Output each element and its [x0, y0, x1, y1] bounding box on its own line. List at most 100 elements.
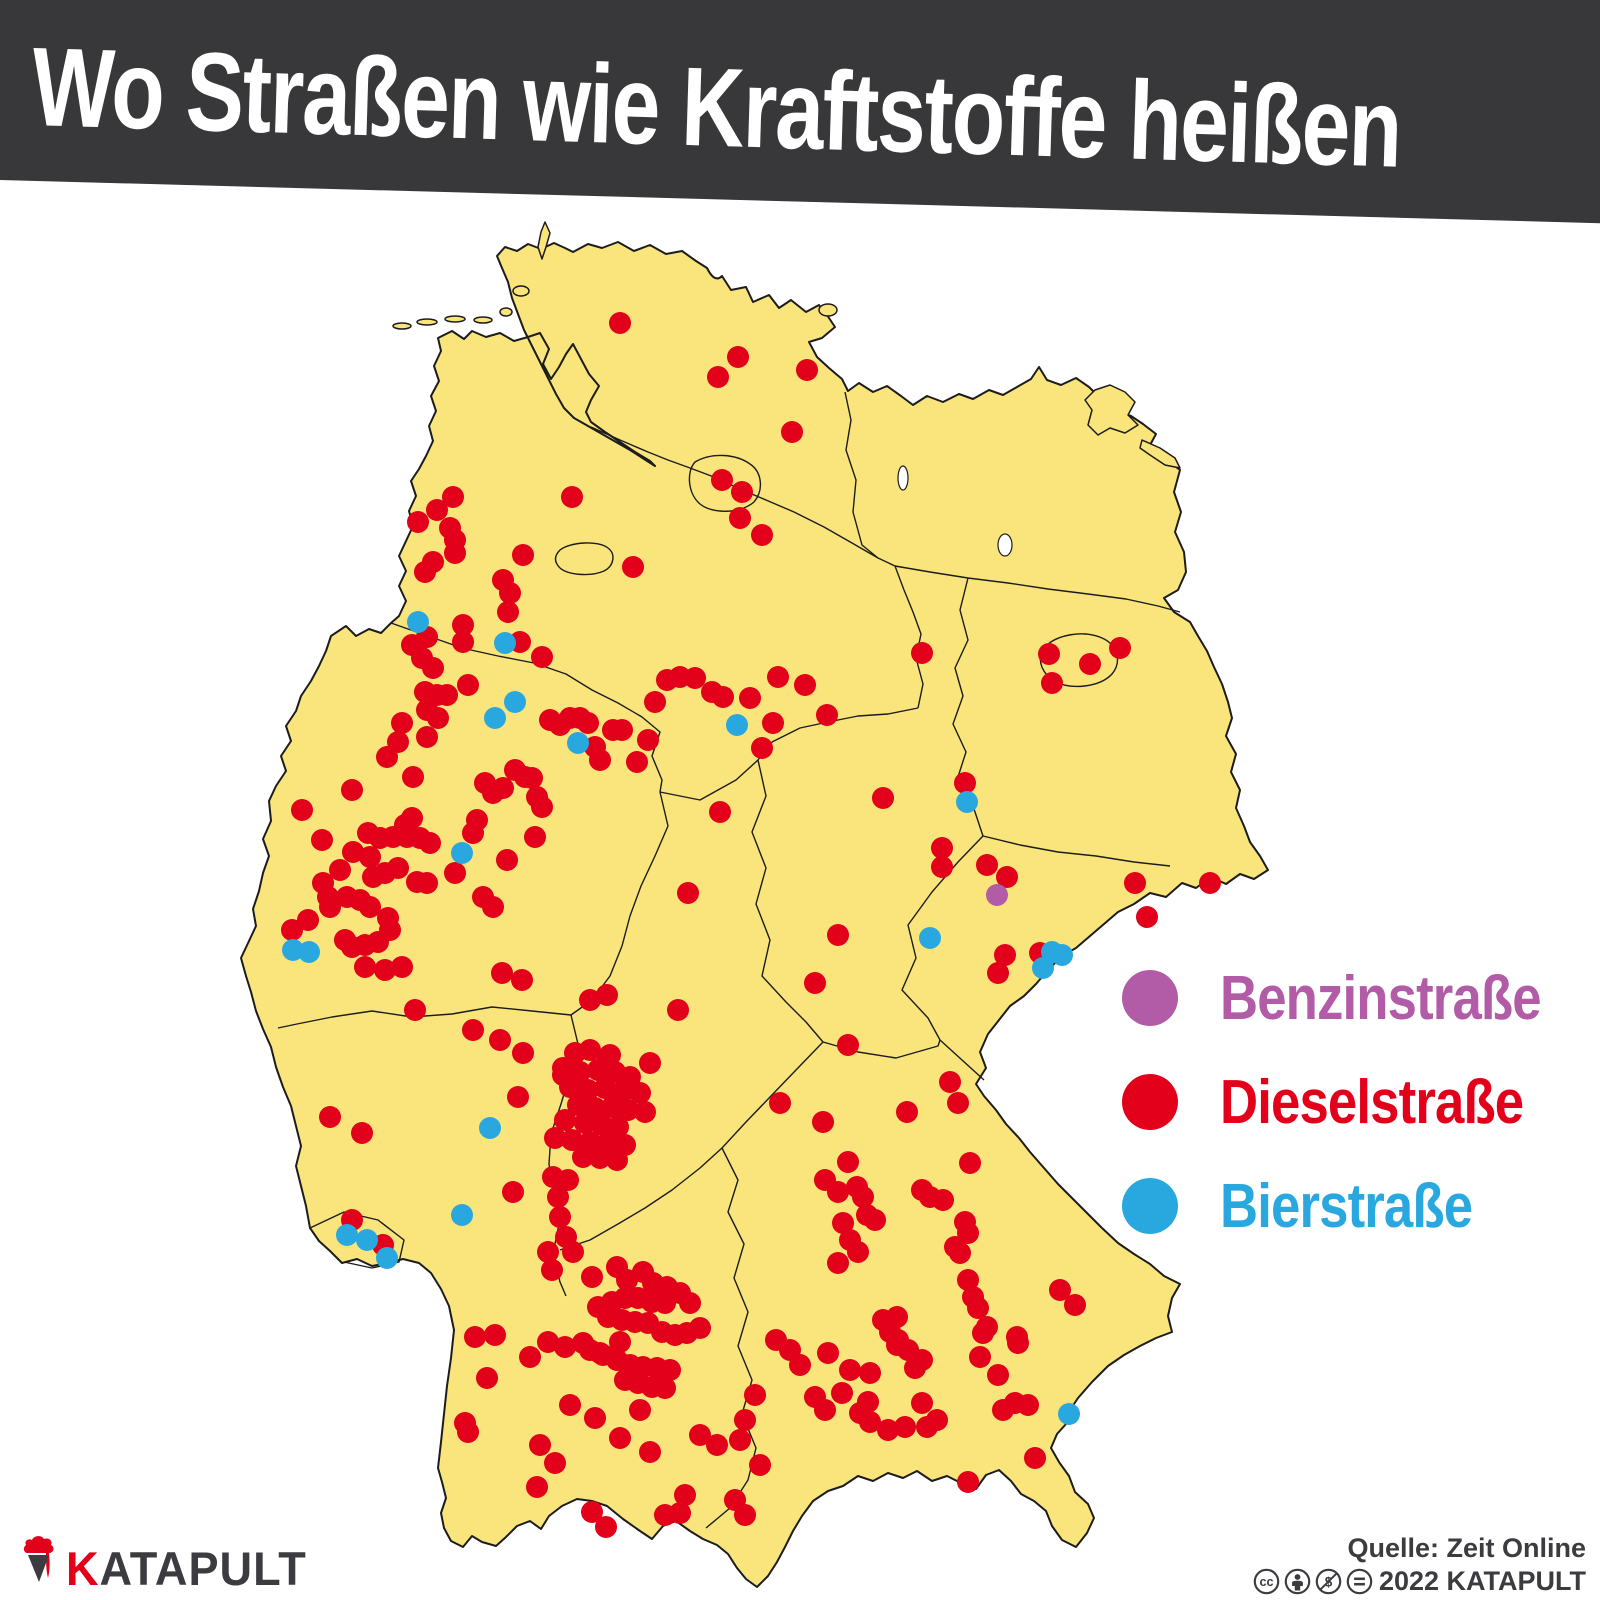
map-dot-bierstrasse: [298, 941, 320, 963]
map-dot-dieselstrasse: [709, 801, 731, 823]
map-dot-dieselstrasse: [579, 1039, 601, 1061]
map-dot-dieselstrasse: [816, 704, 838, 726]
map-dot-dieselstrasse: [916, 1416, 938, 1438]
bremen-enclave: [554, 542, 614, 576]
map-dot-dieselstrasse: [729, 507, 751, 529]
map-dot-dieselstrasse: [931, 856, 953, 878]
map-dot-dieselstrasse: [521, 767, 543, 789]
map-dot-bierstrasse: [1058, 1403, 1080, 1425]
map-dot-dieselstrasse: [607, 1116, 629, 1138]
map-dot-dieselstrasse: [376, 746, 398, 768]
map-dot-dieselstrasse: [416, 872, 438, 894]
map-dot-dieselstrasse: [482, 896, 504, 918]
map-dot-dieselstrasse: [729, 1429, 751, 1451]
map-dot-dieselstrasse: [342, 841, 364, 863]
map-dot-dieselstrasse: [497, 601, 519, 623]
map-dot-dieselstrasse: [957, 1222, 979, 1244]
map-dot-dieselstrasse: [767, 666, 789, 688]
map-dot-dieselstrasse: [462, 1019, 484, 1041]
map-dot-dieselstrasse: [644, 691, 666, 713]
map-dot-dieselstrasse: [634, 1101, 656, 1123]
map-dot-dieselstrasse: [531, 796, 553, 818]
legend-label-benzinstrasse: Benzinstraße: [1220, 963, 1542, 1033]
map-dot-dieselstrasse: [837, 1034, 859, 1056]
map-dot-dieselstrasse: [1024, 1447, 1046, 1469]
map-dot-dieselstrasse: [341, 779, 363, 801]
map-dot-dieselstrasse: [512, 1042, 534, 1064]
cc-license-icons: cc $: [1253, 1568, 1373, 1595]
map-dot-dieselstrasse: [996, 866, 1018, 888]
map-dot-dieselstrasse: [281, 919, 303, 941]
map-dot-dieselstrasse: [831, 1382, 853, 1404]
source-line: Quelle: Zeit Online: [1347, 1533, 1586, 1563]
bierstrasse-dot-icon: [1122, 1178, 1178, 1234]
map-dot-dieselstrasse: [374, 959, 396, 981]
map-dot-dieselstrasse: [765, 1329, 787, 1351]
map-dot-dieselstrasse: [319, 896, 341, 918]
source-block: Quelle: Zeit Online cc $ 2022: [1253, 1532, 1586, 1598]
map-dot-bierstrasse: [336, 1224, 358, 1246]
legend-item-dieselstrasse: Dieselstraße: [1122, 1068, 1597, 1137]
map-dot-dieselstrasse: [894, 1416, 916, 1438]
map-dot-dieselstrasse: [677, 882, 699, 904]
map-dot-dieselstrasse: [591, 1114, 613, 1136]
map-dot-dieselstrasse: [669, 1502, 691, 1524]
map-dot-dieselstrasse: [581, 1266, 603, 1288]
katapult-wordmark: KATAPULT: [66, 1545, 307, 1592]
map-dot-dieselstrasse: [629, 1082, 651, 1104]
map-dot-dieselstrasse: [562, 1241, 584, 1263]
map-dot-bierstrasse: [1051, 944, 1073, 966]
island-pellworm: [499, 307, 513, 317]
map-dot-bierstrasse: [451, 1204, 473, 1226]
map-dot-dieselstrasse: [731, 481, 753, 503]
map-dot-dieselstrasse: [832, 1212, 854, 1234]
map-dot-bierstrasse: [1032, 957, 1054, 979]
logo-letter-k: K: [66, 1542, 100, 1595]
map-dot-dieselstrasse: [972, 1322, 994, 1344]
map-dot-dieselstrasse: [442, 486, 464, 508]
map-dot-dieselstrasse: [654, 1377, 676, 1399]
map-dot-dieselstrasse: [1007, 1332, 1029, 1354]
map-dot-dieselstrasse: [947, 1092, 969, 1114]
map-dot-dieselstrasse: [544, 1127, 566, 1149]
map-dot-dieselstrasse: [496, 849, 518, 871]
map-dot-dieselstrasse: [476, 1367, 498, 1389]
island-wangerooge: [473, 316, 493, 324]
map-dot-dieselstrasse: [581, 1501, 603, 1523]
map-dot-dieselstrasse: [877, 1419, 899, 1441]
map-dot-dieselstrasse: [577, 712, 599, 734]
copyright-text: 2022 KATAPULT: [1378, 1566, 1586, 1596]
island-langeoog: [444, 315, 466, 323]
map-dot-dieselstrasse: [524, 826, 546, 848]
map-dot-dieselstrasse: [419, 832, 441, 854]
map-dot-dieselstrasse: [567, 1094, 589, 1116]
map-dot-dieselstrasse: [957, 1269, 979, 1291]
map-dot-dieselstrasse: [769, 1092, 791, 1114]
map-dot-dieselstrasse: [617, 1099, 639, 1121]
map-dot-dieselstrasse: [994, 944, 1016, 966]
map-dot-dieselstrasse: [762, 712, 784, 734]
map-dot-bierstrasse: [504, 691, 526, 713]
svg-text:cc: cc: [1259, 1575, 1273, 1589]
map-dot-dieselstrasse: [544, 1452, 566, 1474]
map-dot-dieselstrasse: [781, 421, 803, 443]
map-dot-dieselstrasse: [734, 1504, 756, 1526]
map-dot-dieselstrasse: [387, 857, 409, 879]
map-dot-dieselstrasse: [541, 1259, 563, 1281]
island-norderney: [416, 318, 438, 326]
map-dot-dieselstrasse: [537, 1241, 559, 1263]
map-dot-bierstrasse: [376, 1247, 398, 1269]
map-dot-dieselstrasse: [531, 646, 553, 668]
map-dot-dieselstrasse: [794, 674, 816, 696]
street-dots-layer: [281, 312, 1221, 1538]
map-dot-dieselstrasse: [711, 469, 733, 491]
legend: Benzinstraße Dieselstraße Bierstraße: [1122, 963, 1597, 1241]
map-dot-dieselstrasse: [554, 1336, 576, 1358]
map-dot-dieselstrasse: [529, 1434, 551, 1456]
map-dot-dieselstrasse: [436, 684, 458, 706]
map-dot-dieselstrasse: [684, 667, 706, 689]
map-dot-dieselstrasse: [987, 962, 1009, 984]
map-dot-dieselstrasse: [502, 1181, 524, 1203]
map-dot-dieselstrasse: [572, 1332, 594, 1354]
